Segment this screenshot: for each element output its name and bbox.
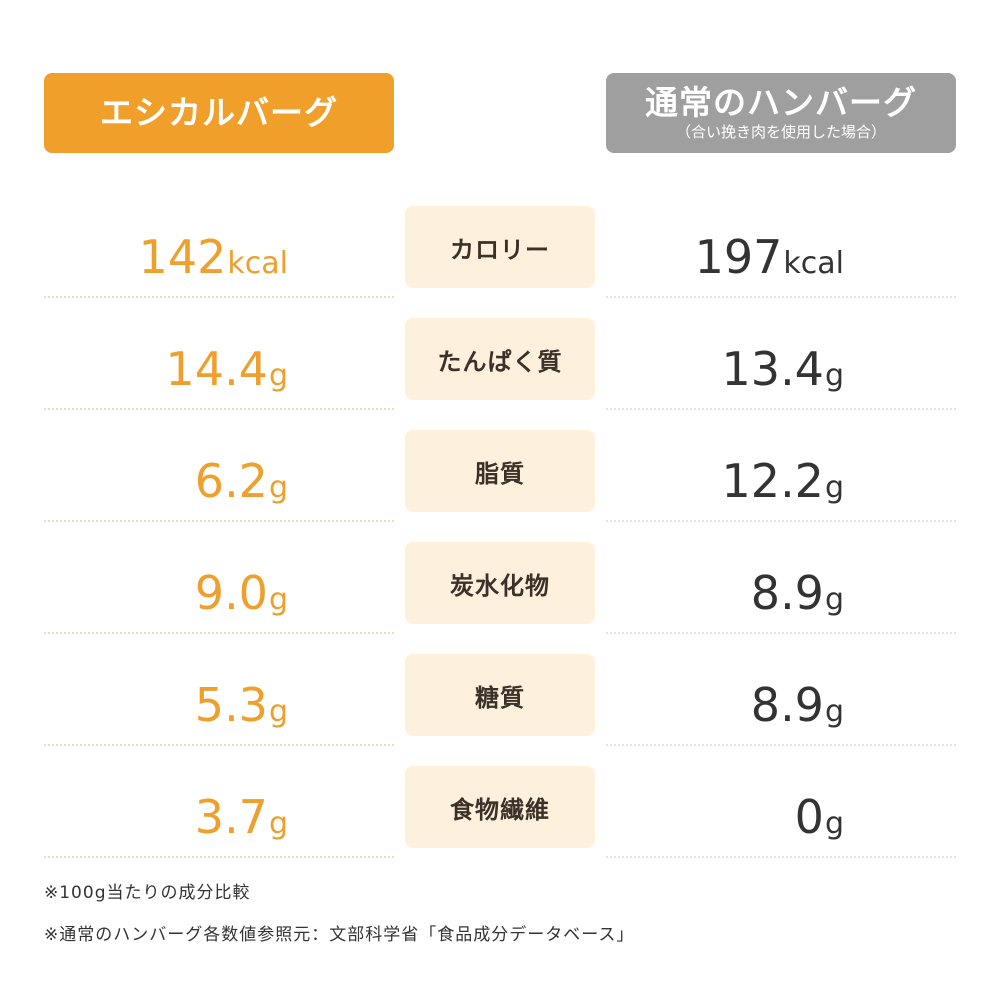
nutrient-label: 脂質 [405,430,595,512]
ethical-burg-title: エシカルバーグ [100,92,338,132]
regular-hamburg-title: 通常のハンバーグ [645,83,917,123]
nutrient-label: 食物繊維 [405,766,595,848]
row-divider [606,408,956,410]
value-number: 8.9 [750,678,824,732]
value-number: 0 [794,790,824,844]
table-row: 3.7 g 食物繊維 0 g [0,762,1000,874]
value-unit: g [824,806,844,841]
row-divider [44,632,394,634]
regular-hamburg-header: 通常のハンバーグ （合い挽き肉を使用した場合） [606,73,956,153]
nutrient-label: 炭水化物 [405,542,595,624]
ethical-burg-value: 3.7 g [44,776,288,840]
value-unit: g [824,694,844,729]
row-divider [44,408,394,410]
table-row: 14.4 g たんぱく質 13.4 g [0,314,1000,426]
value-unit: kcal [783,246,844,281]
regular-hamburg-value: 8.9 g [606,552,844,616]
row-divider [606,296,956,298]
row-divider [606,856,956,858]
ethical-burg-value: 5.3 g [44,664,288,728]
table-row: 9.0 g 炭水化物 8.9 g [0,538,1000,650]
nutrient-label: カロリー [405,206,595,288]
value-number: 13.4 [721,342,824,396]
ethical-burg-value: 14.4 g [44,328,288,392]
table-row: 5.3 g 糖質 8.9 g [0,650,1000,762]
value-number: 3.7 [194,790,268,844]
value-unit: g [824,470,844,505]
value-unit: g [824,582,844,617]
value-unit: g [268,470,288,505]
ethical-burg-value: 9.0 g [44,552,288,616]
value-number: 6.2 [194,454,268,508]
row-divider [44,296,394,298]
ethical-burg-header: エシカルバーグ [44,73,394,153]
value-unit: g [268,694,288,729]
value-number: 9.0 [194,566,268,620]
footnote-per-100g: ※100g当たりの成分比較 [44,883,251,903]
value-unit: g [268,582,288,617]
table-row: 6.2 g 脂質 12.2 g [0,426,1000,538]
value-number: 142 [138,230,227,284]
ethical-burg-value: 142 kcal [44,216,288,280]
value-unit: g [268,358,288,393]
value-number: 197 [694,230,783,284]
ethical-burg-value: 6.2 g [44,440,288,504]
value-unit: g [824,358,844,393]
regular-hamburg-value: 13.4 g [606,328,844,392]
regular-hamburg-value: 12.2 g [606,440,844,504]
value-number: 8.9 [750,566,824,620]
row-divider [606,632,956,634]
value-number: 5.3 [194,678,268,732]
row-divider [44,520,394,522]
regular-hamburg-value: 8.9 g [606,664,844,728]
table-row: 142 kcal カロリー 197 kcal [0,202,1000,314]
row-divider [44,856,394,858]
regular-hamburg-subtitle: （合い挽き肉を使用した場合） [675,122,886,141]
footnote-source: ※通常のハンバーグ各数値参照元：文部科学省「食品成分データベース」 [44,925,635,945]
row-divider [44,744,394,746]
nutrient-label: 糖質 [405,654,595,736]
nutrient-label: たんぱく質 [405,318,595,400]
row-divider [606,520,956,522]
value-number: 14.4 [165,342,268,396]
row-divider [606,744,956,746]
regular-hamburg-value: 197 kcal [606,216,844,280]
value-unit: g [268,806,288,841]
value-unit: kcal [227,246,288,281]
value-number: 12.2 [721,454,824,508]
